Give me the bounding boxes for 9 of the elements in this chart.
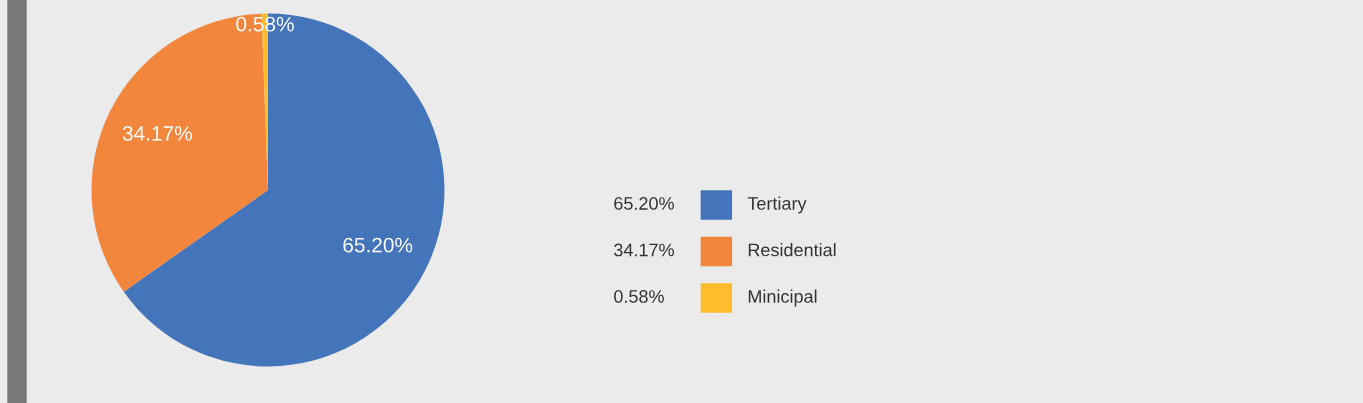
legend-label: Residential (748, 243, 836, 257)
text: 65.20% (614, 197, 674, 210)
legend-label: Minicipal (748, 289, 817, 307)
pie-slice (123, 13, 445, 367)
text: 0.58% (614, 290, 664, 303)
data-label: 65.20% (343, 237, 413, 253)
text: 34.17% (614, 243, 674, 257)
legend-label: Tertiary (747, 196, 807, 214)
data-label: 34.17% (122, 125, 192, 141)
